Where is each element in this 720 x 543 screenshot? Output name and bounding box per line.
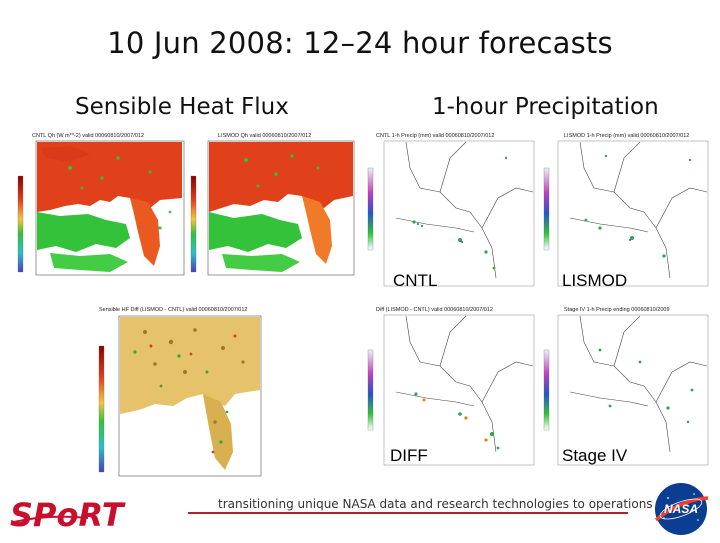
pcp-stage4-caption: Stage IV 1-h Precip ending 00060810/2009 bbox=[564, 307, 670, 313]
section-heading-sensible-heat-flux: Sensible Heat Flux bbox=[75, 94, 289, 120]
pcp-stage4-label: Stage IV bbox=[562, 446, 628, 465]
slide-title: 10 Jun 2008: 12–24 hour forecasts bbox=[107, 26, 613, 60]
nasa-logo-text: NASA bbox=[664, 502, 698, 516]
shf-diff-caption: Sensible HF Diff (LISMOD - CNTL) valid 0… bbox=[99, 307, 247, 313]
shf-cntl-caption: CNTL Qh (W m**-2) valid 00060810/2007/01… bbox=[32, 133, 144, 139]
footer-divider bbox=[188, 512, 628, 514]
shf-lismod-panel: LISMOD Qh valid 00060810/2007/012 bbox=[188, 128, 358, 278]
pcp-diff-label: DIFF bbox=[390, 446, 428, 465]
shf-cntl-green-speckles bbox=[68, 156, 172, 230]
sport-logo-text: SPoRT bbox=[10, 496, 126, 532]
sport-logo: SPoRT bbox=[8, 492, 178, 537]
shf-diff-green-speckles bbox=[133, 350, 229, 444]
pcp-lismod-panel: LISMOD 1-h Precip (mm) valid 00060810/20… bbox=[540, 128, 712, 288]
pcp-diff-negative-cells bbox=[422, 398, 488, 442]
section-heading-precipitation: 1-hour Precipitation bbox=[432, 94, 659, 120]
pcp-cntl-caption: CNTL 1-h Precip (mm) valid 00060810/2007… bbox=[376, 133, 494, 139]
pcp-lismod-label: LISMOD bbox=[562, 271, 628, 288]
shf-diff-panel: Sensible HF Diff (LISMOD - CNTL) valid 0… bbox=[95, 302, 265, 482]
pcp-stage4-panel: Stage IV 1-h Precip ending 00060810/2009… bbox=[540, 302, 712, 467]
pcp-cntl-label: CNTL bbox=[393, 271, 438, 288]
footer-tagline: transitioning unique NASA data and resea… bbox=[218, 497, 653, 511]
nasa-logo: NASA bbox=[650, 480, 712, 543]
pcp-cntl-rain-cells bbox=[412, 156, 508, 270]
shf-diff-brown-speckles bbox=[143, 328, 245, 424]
pcp-cntl-panel: CNTL 1-h Precip (mm) valid 00060810/2007… bbox=[366, 128, 538, 288]
pcp-stage4-rain-cells bbox=[598, 348, 694, 424]
pcp-diff-caption: Diff (LISMOD - CNTL) valid 00060810/2007… bbox=[376, 307, 493, 313]
shf-lismod-green-speckles bbox=[244, 154, 320, 188]
pcp-diff-positive-cells bbox=[414, 392, 500, 450]
pcp-diff-panel: Diff (LISMOD - CNTL) valid 00060810/2007… bbox=[366, 302, 538, 467]
pcp-lismod-caption: LISMOD 1-h Precip (mm) valid 00060810/20… bbox=[564, 133, 689, 139]
shf-diff-red-speckles bbox=[149, 334, 237, 454]
shf-lismod-caption: LISMOD Qh valid 00060810/2007/012 bbox=[218, 133, 311, 139]
shf-cntl-panel: CNTL Qh (W m**-2) valid 00060810/2007/01… bbox=[10, 128, 188, 278]
pcp-lismod-rain-cells bbox=[584, 154, 692, 258]
